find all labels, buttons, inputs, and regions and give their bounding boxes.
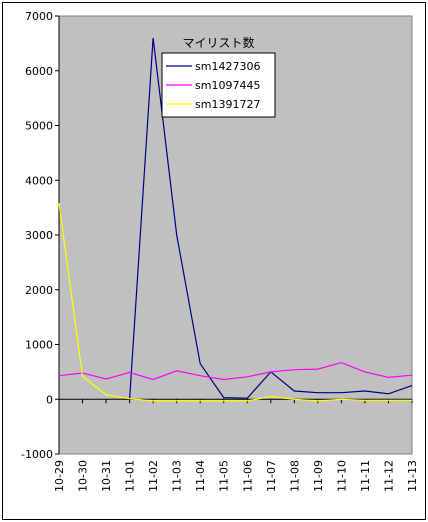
y-tick-label: -1000: [21, 448, 53, 461]
legend-items: sm1427306 sm1097445 sm1391727: [166, 60, 260, 111]
legend-label: sm1427306: [195, 60, 260, 73]
y-tick-label: 5000: [25, 120, 53, 133]
series-line-sm1391727: [58, 203, 412, 402]
x-tick-label: 11-06: [241, 460, 254, 492]
x-tick-label: 11-01: [124, 460, 137, 492]
x-tick-label: 10-29: [53, 460, 66, 492]
y-tick-label: 2000: [25, 284, 53, 297]
legend-title: マイリスト数: [182, 35, 254, 50]
series-line-sm1097445: [58, 361, 413, 381]
y-tick-label: 6000: [25, 65, 53, 78]
y-tick-label: 3000: [25, 229, 53, 242]
x-tick-label: 11-11: [359, 460, 372, 492]
y-tick-label: 1000: [25, 339, 53, 352]
x-tick-label: 11-13: [406, 460, 419, 492]
x-tick-label: 11-12: [382, 460, 395, 492]
x-tick-label: 11-02: [147, 460, 160, 492]
x-tick-label: 10-31: [100, 460, 113, 492]
legend-label: sm1391727: [195, 98, 260, 111]
y-tick-label: 7000: [25, 10, 53, 23]
y-tick-label: 4000: [25, 174, 53, 187]
x-tick-label: 10-30: [77, 460, 90, 492]
legend-label: sm1097445: [195, 79, 260, 92]
series-lines: [58, 37, 413, 402]
x-tick-label: 11-05: [218, 460, 231, 492]
axes: -1000 0 1000 2000 3000 4000 5000 6000 7000 10-29 1…: [21, 10, 419, 492]
x-tick-label: 11-04: [194, 460, 207, 492]
x-tick-label: 11-10: [335, 460, 348, 492]
x-tick-label: 11-08: [288, 460, 301, 492]
legend: マイリスト数 sm1427306 sm1097445 sm1391727: [161, 35, 276, 118]
x-tick-label: 11-09: [312, 460, 325, 492]
x-tick-label: 11-07: [265, 460, 278, 492]
x-tick-label: 11-03: [171, 460, 184, 492]
y-tick-label: 0: [46, 393, 53, 406]
